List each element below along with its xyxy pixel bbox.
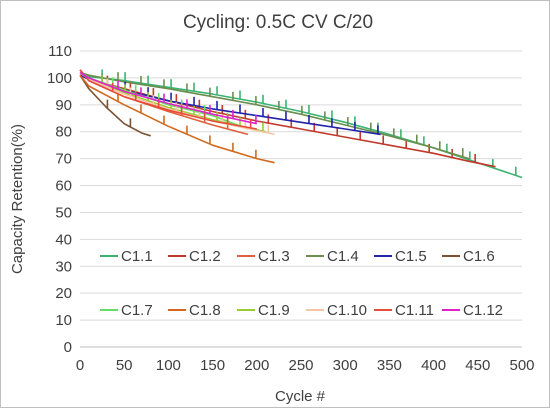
y-tick-label: 70 <box>55 151 72 168</box>
legend: C1.1 C1.2 C1.3 C1.4 C1.5 C1.6 C1.7 C1.8 C1.9 C1.1… <box>100 248 503 319</box>
legend-item-C1.4: C1.4 <box>306 248 359 265</box>
gridlines <box>80 50 522 321</box>
legend-item-C1.1: C1.1 <box>100 248 153 265</box>
y-tick-label: 30 <box>55 258 72 275</box>
series-line-C1.1 <box>79 74 523 179</box>
legend-item-C1.12: C1.12 <box>442 302 503 319</box>
x-tick-label: 300 <box>333 357 358 374</box>
series-line-C1.4 <box>79 71 470 160</box>
legend-label: C1.9 <box>258 302 290 319</box>
legend-item-C1.3: C1.3 <box>237 248 290 265</box>
legend-label: C1.1 <box>121 248 153 265</box>
series-lines <box>79 69 523 179</box>
x-tick-label: 0 <box>76 357 84 374</box>
y-tick-label: 110 <box>48 43 72 60</box>
y-tick-label: 80 <box>55 124 72 141</box>
x-tick-label: 350 <box>377 357 402 374</box>
legend-label: C1.8 <box>189 302 221 319</box>
x-tick-label: 150 <box>200 357 225 374</box>
y-tick-label: 100 <box>47 70 72 87</box>
series-line-C1.8 <box>79 74 275 164</box>
x-tick-label: 100 <box>156 357 181 374</box>
x-tick-label: 450 <box>465 357 490 374</box>
x-tick-label: 200 <box>244 357 269 374</box>
series-line-C1.11 <box>79 69 257 130</box>
series-line-C1.12 <box>79 71 257 125</box>
y-tick-label: 40 <box>55 231 72 248</box>
x-tick-label: 500 <box>509 357 534 374</box>
x-tick-label: 400 <box>421 357 446 374</box>
legend-label: C1.10 <box>327 302 367 319</box>
chart-title: Cycling: 0.5C CV C/20 <box>183 12 373 33</box>
x-tick-label: 250 <box>288 357 313 374</box>
legend-label: C1.12 <box>463 302 503 319</box>
axes: 0 10 20 30 40 50 60 70 80 90 100 110 0 50 100 150 200 250… <box>47 43 535 374</box>
legend-item-C1.8: C1.8 <box>168 302 221 319</box>
legend-item-C1.6: C1.6 <box>442 248 495 265</box>
y-tick-label: 10 <box>55 312 72 329</box>
x-axis-label: Cycle # <box>275 388 326 405</box>
legend-item-C1.2: C1.2 <box>168 248 221 265</box>
legend-label: C1.5 <box>395 248 427 265</box>
legend-label: C1.6 <box>463 248 495 265</box>
y-tick-label: 90 <box>55 97 72 114</box>
legend-item-C1.11: C1.11 <box>374 302 434 319</box>
legend-label: C1.4 <box>327 248 359 265</box>
y-tick-label: 60 <box>55 178 72 195</box>
y-tick-label: 20 <box>55 285 72 302</box>
legend-label: C1.3 <box>258 248 290 265</box>
y-axis-label: Capacity Retention(%) <box>9 124 26 274</box>
series-line-C1.6 <box>79 74 151 137</box>
legend-item-C1.5: C1.5 <box>374 248 427 265</box>
legend-item-C1.10: C1.10 <box>306 302 367 319</box>
y-tick-label: 0 <box>64 339 72 356</box>
legend-label: C1.11 <box>395 302 434 319</box>
legend-label: C1.2 <box>189 248 221 265</box>
x-tick-label: 50 <box>116 357 133 374</box>
legend-item-C1.9: C1.9 <box>237 302 290 319</box>
legend-label: C1.7 <box>121 302 153 319</box>
y-tick-label: 50 <box>55 204 72 221</box>
legend-item-C1.7: C1.7 <box>100 302 153 319</box>
